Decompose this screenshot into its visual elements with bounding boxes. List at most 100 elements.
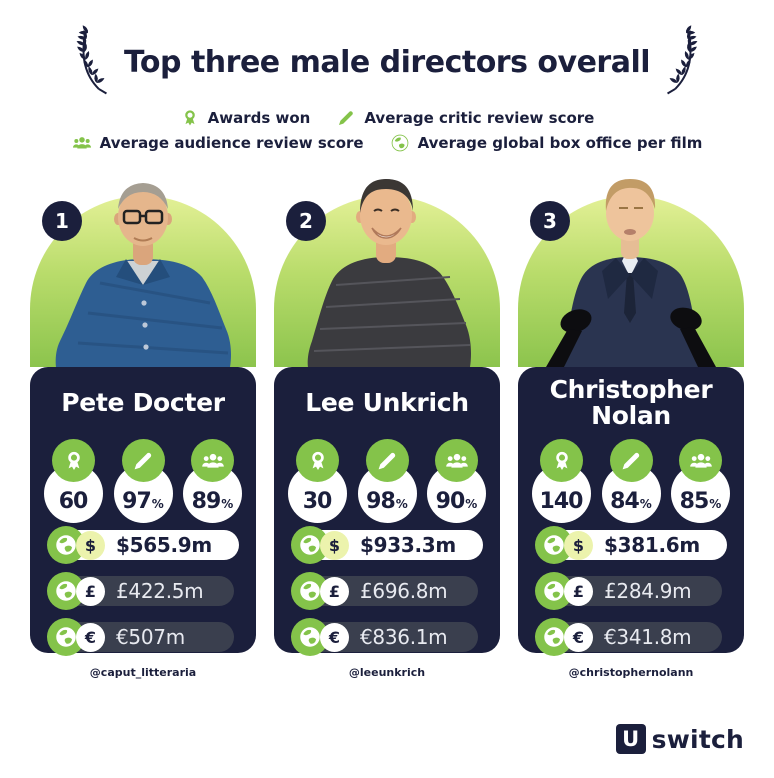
photo-arch [30,183,256,367]
box-office-rows: $ $565.9m £ £422.5m [44,526,242,656]
box-office-value: €836.1m [360,625,448,649]
stats-row: 60 97% 89% [44,439,242,523]
stat-value: 140 [539,489,584,514]
currency-symbol: £ [76,576,105,606]
legend-label: Average critic review score [364,109,595,127]
box-office-usd: $ $381.6m [535,526,727,564]
box-office-gbp: £ £284.9m [535,572,727,610]
laurel-left-icon [68,24,108,100]
legend-item-audience: Average audience review score [72,133,364,153]
box-office-value: $565.9m [116,533,212,557]
box-office-eur: € €341.8m [535,618,727,656]
stat-suffix: % [221,497,234,511]
stat-value: 90 [435,489,466,514]
box-office-value: €341.8m [604,625,692,649]
box-office-usd: $ $565.9m [47,526,239,564]
people-icon [435,439,478,482]
pencil-icon [609,439,653,482]
stat-suffix: % [639,497,652,511]
stat-value: 97 [122,489,152,514]
currency-symbol: £ [320,576,349,606]
stat-suffix: % [465,497,478,511]
rank-badge: 2 [286,201,326,241]
people-icon [72,137,91,149]
photo-credit-handle: @caput_litteraria [89,666,197,679]
stats-panel: Lee Unkrich 30 98% 90% [274,367,500,656]
stat-critic: 97% [113,439,173,523]
page-title: Top three male directors overall [123,44,651,80]
uswitch-logo-text: switch [651,724,744,754]
legend-item-awards: Awards won [180,108,311,128]
stats-row: 30 98% 90% [288,439,486,523]
box-office-rows: $ $381.6m £ £284.9m [532,526,730,656]
director-cards: 1 [30,170,744,679]
currency-symbol: $ [564,530,593,560]
box-office-value: $381.6m [604,533,700,557]
stat-value: 84 [610,489,640,514]
stats-panel: Christopher Nolan 140 84% 85% [518,367,744,656]
award-icon [184,110,196,127]
director-card-christopher-nolan: 3 [518,170,744,679]
legend-row-1: Awards won Average critic review score [0,108,774,128]
pencil-icon [121,439,165,482]
stat-value: 30 [302,489,333,514]
stat-audience: 89% [183,439,242,523]
box-office-rows: $ $933.3m £ £696.8m [288,526,486,656]
rank-badge: 1 [42,201,82,241]
stat-awards: 30 [288,439,347,523]
director-name: Lee Unkrich [305,387,469,417]
legend-label: Awards won [207,109,311,127]
people-icon [191,439,234,482]
stat-value: 60 [58,489,89,514]
laurel-right-icon [666,24,706,100]
stat-critic: 84% [601,439,661,523]
legend-item-critic: Average critic review score [336,108,594,128]
award-icon [52,439,95,482]
legend: Awards won Average critic review score A… [0,108,774,153]
director-photo [55,183,232,367]
uswitch-logo-u: U [615,724,646,754]
director-name: Christopher Nolan [549,374,713,430]
uswitch-logo: U switch [615,724,744,754]
box-office-value: $933.3m [360,533,456,557]
box-office-usd: $ $933.3m [291,526,483,564]
box-office-gbp: £ £422.5m [47,572,239,610]
currency-symbol: $ [76,530,105,560]
director-photo [546,179,716,367]
director-name: Pete Docter [61,387,225,417]
currency-symbol: £ [564,576,593,606]
currency-symbol: € [76,622,105,652]
box-office-eur: € €507m [47,618,239,656]
stat-audience: 85% [671,439,730,523]
currency-symbol: € [320,622,349,652]
stat-audience: 90% [427,439,486,523]
globe-icon [391,134,408,152]
box-office-gbp: £ £696.8m [291,572,483,610]
stats-row: 140 84% 85% [532,439,730,523]
stat-value: 89 [191,489,222,514]
legend-label: Average global box office per film [417,134,703,152]
stat-value: 85 [679,489,710,514]
box-office-value: £696.8m [360,579,448,603]
legend-item-boxoffice: Average global box office per film [390,133,703,153]
director-card-pete-docter: 1 [30,170,256,679]
stat-value: 98 [366,489,396,514]
legend-label: Average audience review score [99,134,364,152]
award-icon [540,439,583,482]
currency-symbol: € [564,622,593,652]
pencil-icon [339,111,354,125]
director-card-lee-unkrich: 2 Lee Unkrich [274,170,500,679]
rank-badge: 3 [530,201,570,241]
currency-symbol: $ [320,530,349,560]
stat-critic: 98% [357,439,417,523]
box-office-value: £422.5m [116,579,204,603]
box-office-value: £284.9m [604,579,692,603]
director-photo [307,179,471,367]
header: Top three male directors overall [0,0,774,100]
stat-suffix: % [709,497,722,511]
photo-credit-handle: @christophernolann [568,666,694,679]
box-office-eur: € €836.1m [291,618,483,656]
box-office-value: €507m [116,625,185,649]
stat-awards: 140 [532,439,591,523]
